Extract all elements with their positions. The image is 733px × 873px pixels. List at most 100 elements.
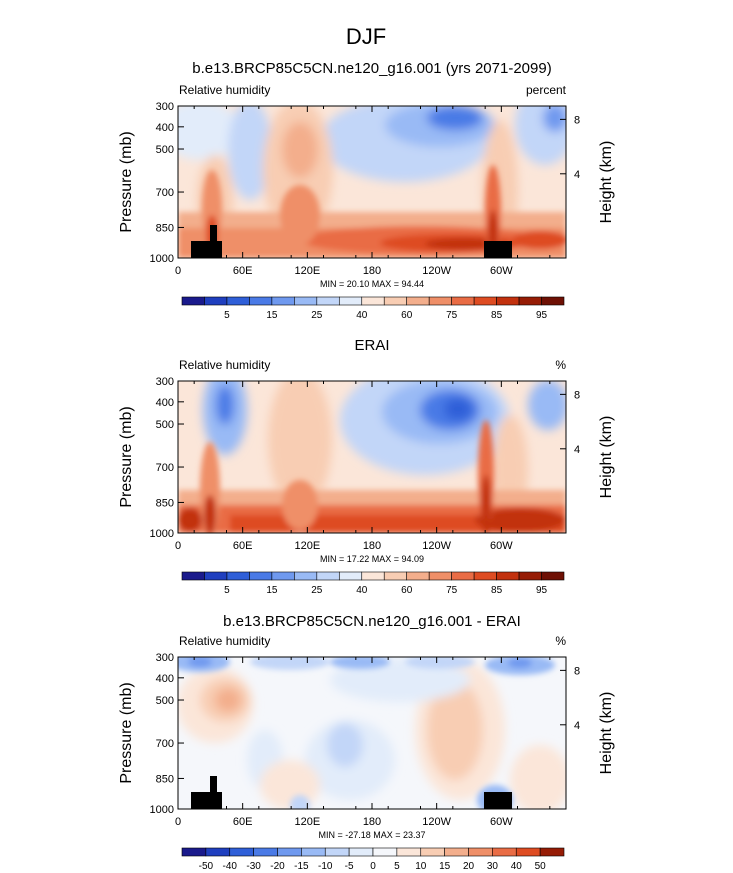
panel-1-axes: 0 60E 120E 180 120W 60W 300 400 500 700 850 1000 8 4 P…	[118, 101, 615, 321]
y2-axis-label: Height (km)	[598, 416, 615, 499]
colorbar-label: 10	[415, 861, 427, 872]
x-tick-label: 120W	[422, 816, 451, 828]
x-tick-label: 120E	[294, 265, 320, 277]
y2-tick-label: 4	[574, 444, 580, 456]
colorbar-box	[406, 296, 430, 306]
y2-axis-label: Height (km)	[598, 692, 615, 775]
y-tick-label: 1000	[150, 804, 174, 816]
colorbar-label: 85	[491, 585, 503, 596]
colorbar-box	[338, 571, 363, 581]
y-tick-label: 300	[156, 376, 174, 388]
y-tick-label: 850	[156, 497, 174, 509]
colorbar-label: -15	[294, 861, 309, 872]
colorbar-label: 5	[224, 585, 230, 596]
x-tick-label: 120W	[422, 265, 451, 277]
colorbar-box	[181, 571, 205, 581]
colorbar-box	[473, 571, 497, 581]
colorbar-box	[492, 847, 517, 857]
colorbar-label: -40	[223, 861, 238, 872]
y-tick-label: 500	[156, 419, 174, 431]
colorbar-label: -10	[318, 861, 333, 872]
y-tick-label: 850	[156, 222, 174, 234]
y-tick-label: 400	[156, 122, 174, 134]
panel-2-axes: 0 60E 120E 180 120W 60W 300 400 500 700 850 1000 8 4 P…	[118, 376, 615, 596]
panel-2-field	[178, 381, 566, 533]
x-tick-label: 180	[363, 540, 381, 552]
colorbar-box	[372, 847, 398, 857]
colorbar-box	[324, 847, 350, 857]
colorbar-box	[541, 571, 565, 581]
y-tick-label: 500	[156, 144, 174, 156]
y-tick-label: 1000	[150, 253, 174, 265]
min-max-label: MIN = 17.22 MAX = 94.09	[320, 554, 424, 564]
colorbar-box	[428, 571, 452, 581]
y2-axis-label: Height (km)	[598, 141, 615, 224]
y2-tick-label: 4	[574, 720, 580, 732]
colorbar-box	[406, 571, 430, 581]
colorbar-box	[277, 847, 302, 857]
panel-1: b.e13.BRCP85C5CN.ne120_g16.001 (yrs 2071…	[118, 60, 615, 321]
colorbar-box	[271, 296, 295, 306]
colorbar-label: 60	[401, 310, 413, 321]
panel-3-title: b.e13.BRCP85C5CN.ne120_g16.001 - ERAI	[223, 613, 521, 630]
colorbar-box	[396, 847, 422, 857]
colorbar-box	[451, 296, 475, 306]
panel-3: b.e13.BRCP85C5CN.ne120_g16.001 - ERAI Re…	[118, 613, 615, 872]
y-axis-label: Pressure (mb)	[118, 682, 135, 783]
y-tick-label: 300	[156, 101, 174, 113]
colorbar-box	[473, 296, 497, 306]
y-tick-label: 400	[156, 673, 174, 685]
colorbar-box	[204, 296, 228, 306]
y-tick-label: 300	[156, 652, 174, 664]
panel-1-left-label: Relative humidity	[179, 83, 270, 97]
panel-2: ERAI Relative humidity %	[118, 337, 615, 596]
colorbar-box	[541, 296, 565, 306]
panel-1-field	[178, 106, 566, 258]
x-tick-label: 60E	[233, 816, 253, 828]
y2-tick-label: 8	[574, 389, 580, 401]
colorbar-label: 95	[536, 310, 548, 321]
colorbar-label: -5	[345, 861, 354, 872]
panel-2-title: ERAI	[354, 337, 389, 354]
y2-tick-label: 4	[574, 169, 580, 181]
y2-tick-label: 8	[574, 114, 580, 126]
colorbar-label: 75	[446, 585, 458, 596]
y-tick-label: 700	[156, 738, 174, 750]
colorbar-label: 95	[536, 585, 548, 596]
colorbar-box	[249, 296, 273, 306]
colorbar-box	[181, 296, 205, 306]
panel-3-axes: 0 60E 120E 180 120W 60W300400500700850100084P…	[118, 652, 615, 872]
colorbar-box	[539, 847, 565, 857]
colorbar-box	[271, 571, 295, 581]
colorbar-label: -30	[246, 861, 261, 872]
colorbar-box	[181, 847, 207, 857]
min-max-label: MIN = 20.10 MAX = 94.44	[320, 279, 424, 289]
figure-title: DJF	[346, 24, 386, 49]
y-axis-label: Pressure (mb)	[118, 131, 135, 232]
colorbar-box	[226, 296, 250, 306]
colorbar-label: 20	[463, 861, 475, 872]
y-tick-label: 400	[156, 397, 174, 409]
panel-3-field	[178, 657, 566, 809]
colorbar-label: 25	[311, 310, 323, 321]
panel-2-left-label: Relative humidity	[179, 358, 270, 372]
x-tick-label: 0	[175, 816, 181, 828]
colorbar-box	[361, 296, 385, 306]
x-tick-label: 0	[175, 540, 181, 552]
panel-1-right-label: percent	[526, 83, 567, 97]
colorbar-label: 5	[224, 310, 230, 321]
panel-2-right-label: %	[555, 358, 566, 372]
colorbar-box	[515, 847, 541, 857]
colorbar-label: 50	[535, 861, 547, 872]
x-tick-label: 120E	[294, 816, 320, 828]
colorbar-label: 75	[446, 310, 458, 321]
y-axis-label: Pressure (mb)	[118, 406, 135, 507]
colorbar-label: -50	[199, 861, 214, 872]
x-tick-label: 180	[363, 816, 381, 828]
colorbar-label: 25	[311, 585, 323, 596]
x-tick-label: 120W	[422, 540, 451, 552]
colorbar-box	[451, 571, 475, 581]
colorbar-label: 40	[511, 861, 523, 872]
colorbar-box	[383, 296, 408, 306]
